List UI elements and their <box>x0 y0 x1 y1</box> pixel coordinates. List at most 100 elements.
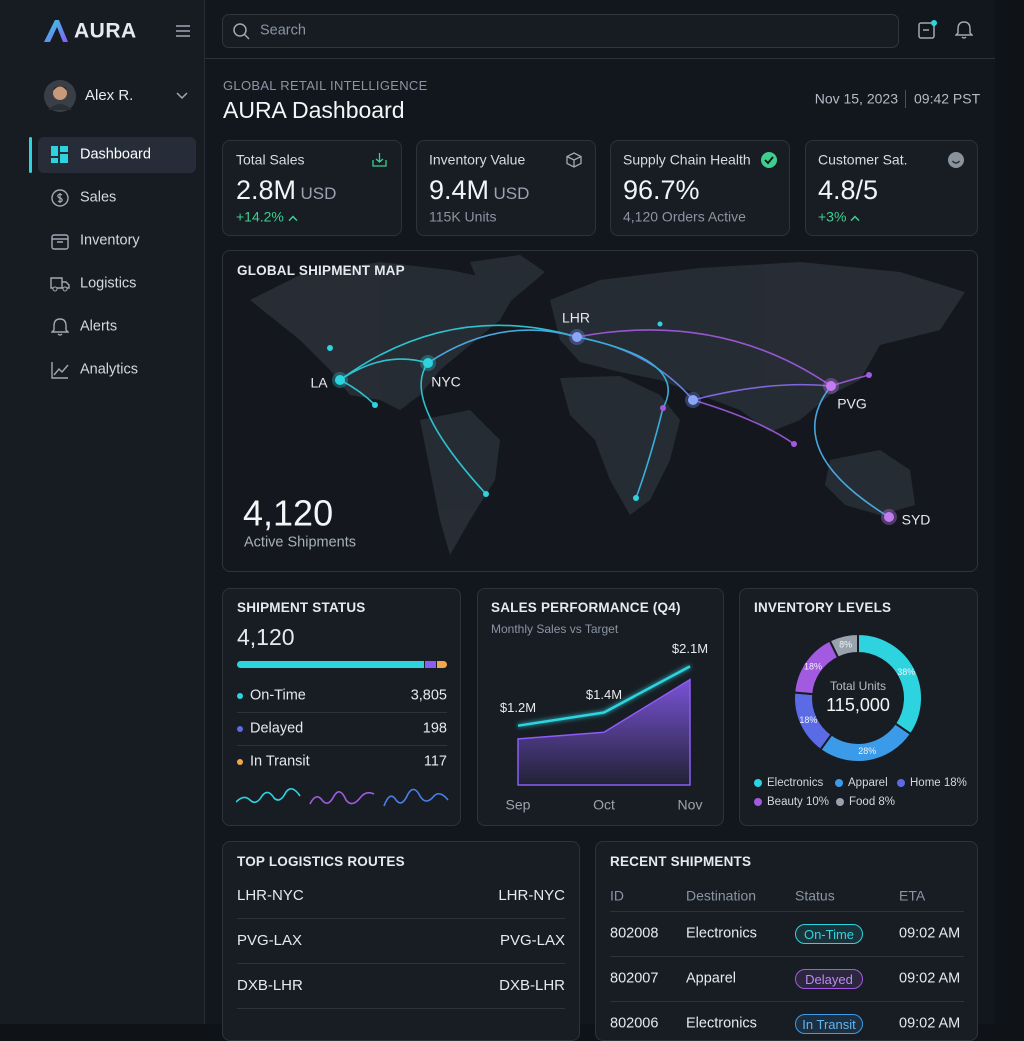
row-divider <box>237 712 447 713</box>
eyebrow: GLOBAL RETAIL INTELLIGENCE <box>223 78 428 94</box>
kpi-value-group: 9.4M USD <box>429 174 529 206</box>
nav-icon <box>51 234 69 250</box>
status-bar-ontime <box>237 661 424 668</box>
nav-icon <box>51 146 68 163</box>
time: 09:42 PST <box>914 90 981 107</box>
nav-item[interactable]: Logistics <box>80 275 137 292</box>
route-name[interactable]: LHR-NYC <box>237 887 304 904</box>
nav-item[interactable]: Inventory <box>80 232 140 249</box>
route-name[interactable]: PVG-LAX <box>237 932 303 949</box>
nav-item[interactable]: Analytics <box>80 361 139 378</box>
status-dot <box>237 726 243 732</box>
logo-icon <box>44 20 68 42</box>
kpi-icon <box>761 152 777 168</box>
shipment-destination: Apparel <box>686 970 736 987</box>
hub-label: LA <box>310 374 328 391</box>
row-divider <box>610 1001 964 1002</box>
status-value: 117 <box>423 753 447 770</box>
kpi-note: +3% <box>818 208 847 225</box>
donut-center-label: Total Units <box>829 678 887 693</box>
route-name[interactable]: LHR-NYC <box>498 887 565 904</box>
kpi-card <box>416 140 596 236</box>
up-arrow <box>288 215 298 222</box>
column-header: Status <box>795 887 835 904</box>
section-title: SALES PERFORMANCE (Q4) <box>491 599 681 615</box>
nav-item[interactable]: Alerts <box>80 318 118 335</box>
kpi-value-group: 96.7% <box>623 174 700 206</box>
status-label: Delayed <box>250 720 304 737</box>
kpi-icon <box>948 152 964 168</box>
row-divider <box>237 918 565 919</box>
status-value: 3,805 <box>410 687 447 704</box>
kpi-note: +14.2% <box>236 208 284 225</box>
section-title: INVENTORY LEVELS <box>754 599 892 615</box>
user-menu-chevron[interactable] <box>176 92 188 100</box>
kpi-unit: USD <box>493 183 530 203</box>
notifications-button[interactable] <box>955 21 973 40</box>
status-value: 198 <box>422 720 447 737</box>
user-name[interactable]: Alex R. <box>85 87 134 104</box>
search-box[interactable] <box>222 14 899 48</box>
shipment-eta: 09:02 AM <box>899 925 961 942</box>
status-pill: Delayed <box>795 969 863 989</box>
row-divider <box>237 745 447 746</box>
kpi-note: 4,120 Orders Active <box>623 208 746 225</box>
row-divider <box>237 1008 565 1009</box>
shipment-eta: 09:02 AM <box>899 970 961 987</box>
brand-name: AURA <box>74 19 137 43</box>
shipment-id: 802008 <box>610 925 659 942</box>
kpi-label: Supply Chain Health <box>623 151 751 168</box>
column-header: ETA <box>899 887 926 904</box>
kpi-card <box>222 140 402 236</box>
menu-button[interactable] <box>175 25 191 37</box>
nav-icon <box>51 318 69 336</box>
nav-item[interactable]: Dashboard <box>80 146 151 163</box>
kpi-change: +3% <box>818 209 860 226</box>
hub-label: NYC <box>431 373 461 390</box>
route-name[interactable]: DXB-LHR <box>237 977 303 994</box>
shipment-destination: Electronics <box>686 1015 757 1032</box>
up-arrow <box>850 215 860 222</box>
status-pill: In Transit <box>795 1014 863 1034</box>
shipment-eta: 09:02 AM <box>899 1015 961 1032</box>
route-name[interactable]: DXB-LHR <box>499 977 565 994</box>
nav-icon <box>51 189 69 207</box>
section-title: RECENT SHIPMENTS <box>610 853 752 869</box>
section-title: GLOBAL SHIPMENT MAP <box>237 262 405 278</box>
active-shipments-label: Active Shipments <box>244 534 357 551</box>
hub-label: PVG <box>837 395 867 412</box>
row-divider <box>610 956 964 957</box>
page-title: AURA Dashboard <box>223 97 405 124</box>
donut-center-value: 115,000 <box>826 695 890 716</box>
column-header: ID <box>610 887 624 904</box>
shipment-status-card <box>222 588 461 826</box>
status-dot <box>237 693 243 699</box>
search-placeholder: Search <box>260 22 306 39</box>
status-bar-delayed <box>425 661 436 668</box>
section-title: TOP LOGISTICS ROUTES <box>237 853 405 869</box>
active-shipments-count: 4,120 <box>243 492 334 534</box>
hub-label: SYD <box>901 511 931 528</box>
nav-icon <box>50 277 70 292</box>
column-header: Destination <box>686 887 757 904</box>
kpi-value: 4.8/5 <box>818 174 879 205</box>
nav-item[interactable]: Sales <box>80 189 117 206</box>
notes-button[interactable] <box>918 20 938 40</box>
shipment-destination: Electronics <box>686 925 757 942</box>
row-divider <box>237 963 565 964</box>
kpi-value-group: 2.8M USD <box>236 174 336 206</box>
search-icon <box>233 23 250 40</box>
kpi-unit: USD <box>300 183 337 203</box>
kpi-card <box>805 140 978 236</box>
date-separator <box>905 90 906 108</box>
status-sparklines <box>236 788 449 807</box>
status-label: In Transit <box>250 753 310 770</box>
nav-active-indicator <box>29 137 32 173</box>
avatar[interactable] <box>44 80 76 112</box>
kpi-value: 96.7% <box>623 174 700 205</box>
route-name[interactable]: PVG-LAX <box>499 932 565 949</box>
kpi-icon <box>372 153 387 167</box>
kpi-card <box>610 140 790 236</box>
top-routes-card <box>222 841 580 1041</box>
